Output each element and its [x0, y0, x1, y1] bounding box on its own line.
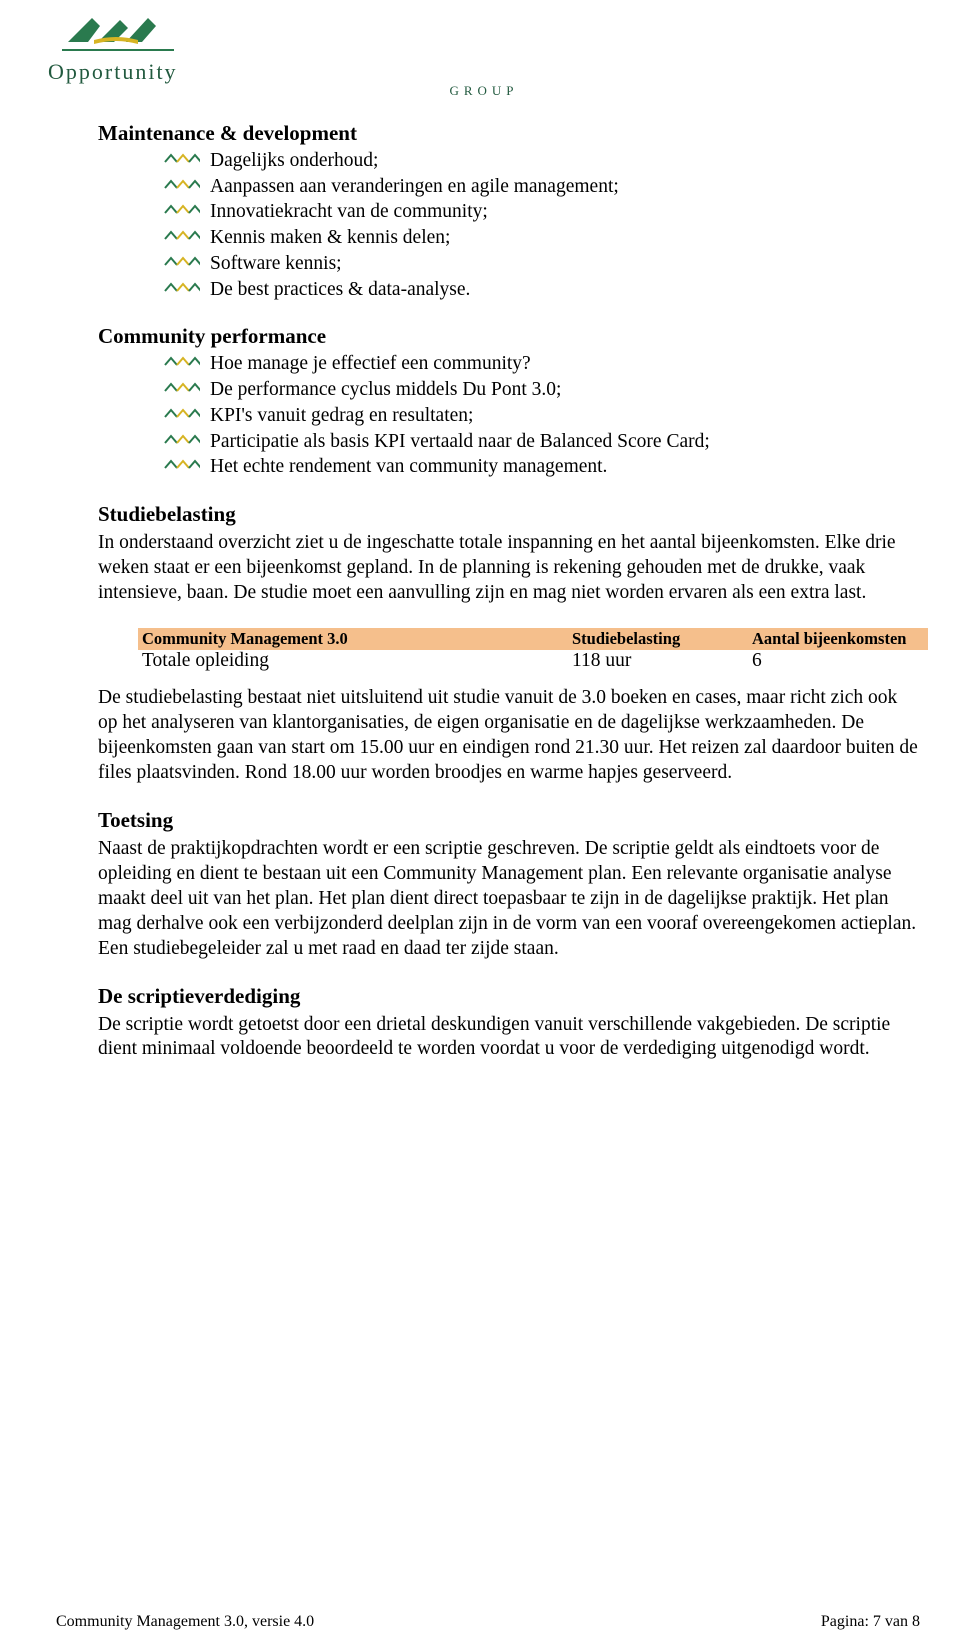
- chevron-bullet-icon: [164, 199, 210, 215]
- list-item-text: De best practices & data-analyse.: [210, 277, 470, 303]
- chevron-bullet-icon: [164, 174, 210, 190]
- list-item: Kennis maken & kennis delen;: [164, 225, 920, 251]
- table-cell: Totale opleiding: [142, 650, 572, 672]
- heading-performance: Community performance: [98, 324, 920, 349]
- chevron-bullet-icon: [164, 225, 210, 241]
- logo-text-line1: Opportunity: [48, 59, 920, 85]
- list-item-text: Innovatiekracht van de community;: [210, 199, 488, 225]
- studiebelasting-table: Community Management 3.0 Studiebelasting…: [138, 628, 928, 672]
- chevron-bullet-icon: [164, 351, 210, 367]
- list-item-text: Kennis maken & kennis delen;: [210, 225, 450, 251]
- table-cell: 6: [752, 650, 922, 672]
- list-item-text: Hoe manage je effectief een community?: [210, 351, 531, 377]
- chevron-bullet-icon: [164, 454, 210, 470]
- footer-right: Pagina: 7 van 8: [821, 1613, 920, 1631]
- list-item-text: Aanpassen aan veranderingen en agile man…: [210, 174, 619, 200]
- chevron-bullet-icon: [164, 148, 210, 164]
- list-item-text: Dagelijks onderhoud;: [210, 148, 378, 174]
- list-item: Software kennis;: [164, 251, 920, 277]
- list-item: De performance cyclus middels Du Pont 3.…: [164, 377, 920, 403]
- paragraph-after-table: De studiebelasting bestaat niet uitsluit…: [98, 686, 920, 786]
- list-item: Het echte rendement van community manage…: [164, 454, 920, 480]
- chevron-bullet-icon: [164, 277, 210, 293]
- heading-scriptieverdediging: De scriptieverdediging: [98, 984, 920, 1009]
- list-item-text: Het echte rendement van community manage…: [210, 454, 607, 480]
- footer-left: Community Management 3.0, versie 4.0: [56, 1613, 314, 1631]
- table-header-row: Community Management 3.0 Studiebelasting…: [138, 628, 928, 650]
- chevron-bullet-icon: [164, 377, 210, 393]
- list-item-text: KPI's vanuit gedrag en resultaten;: [210, 403, 473, 429]
- paragraph-toetsing: Naast de praktijkopdrachten wordt er een…: [98, 837, 920, 962]
- page-footer: Community Management 3.0, versie 4.0 Pag…: [56, 1613, 920, 1631]
- heading-toetsing: Toetsing: [98, 808, 920, 833]
- logo: Opportunity GROUP: [48, 10, 920, 99]
- table-header-col2: Studiebelasting: [572, 629, 752, 649]
- list-item: Innovatiekracht van de community;: [164, 199, 920, 225]
- list-item: Aanpassen aan veranderingen en agile man…: [164, 174, 920, 200]
- list-performance: Hoe manage je effectief een community? D…: [164, 351, 920, 480]
- list-item-text: Software kennis;: [210, 251, 342, 277]
- list-item-text: Participatie als basis KPI vertaald naar…: [210, 429, 710, 455]
- logo-text-line2: GROUP: [48, 83, 920, 99]
- heading-maintenance: Maintenance & development: [98, 121, 920, 146]
- list-item: Dagelijks onderhoud;: [164, 148, 920, 174]
- table-cell: 118 uur: [572, 650, 752, 672]
- paragraph-scriptie: De scriptie wordt getoetst door een drie…: [98, 1013, 920, 1063]
- table-header-col1: Community Management 3.0: [142, 629, 572, 649]
- list-item: De best practices & data-analyse.: [164, 277, 920, 303]
- table-row: Totale opleiding 118 uur 6: [138, 650, 928, 672]
- chevron-bullet-icon: [164, 429, 210, 445]
- list-item: KPI's vanuit gedrag en resultaten;: [164, 403, 920, 429]
- paragraph-studiebelasting: In onderstaand overzicht ziet u de inges…: [98, 531, 920, 606]
- table-header-col3: Aantal bijeenkomsten: [752, 629, 922, 649]
- chevron-bullet-icon: [164, 251, 210, 267]
- list-item: Hoe manage je effectief een community?: [164, 351, 920, 377]
- chevron-bullet-icon: [164, 403, 210, 419]
- logo-mountain-icon: [48, 10, 188, 54]
- list-item: Participatie als basis KPI vertaald naar…: [164, 429, 920, 455]
- heading-studiebelasting: Studiebelasting: [98, 502, 920, 527]
- list-maintenance: Dagelijks onderhoud; Aanpassen aan veran…: [164, 148, 920, 302]
- list-item-text: De performance cyclus middels Du Pont 3.…: [210, 377, 561, 403]
